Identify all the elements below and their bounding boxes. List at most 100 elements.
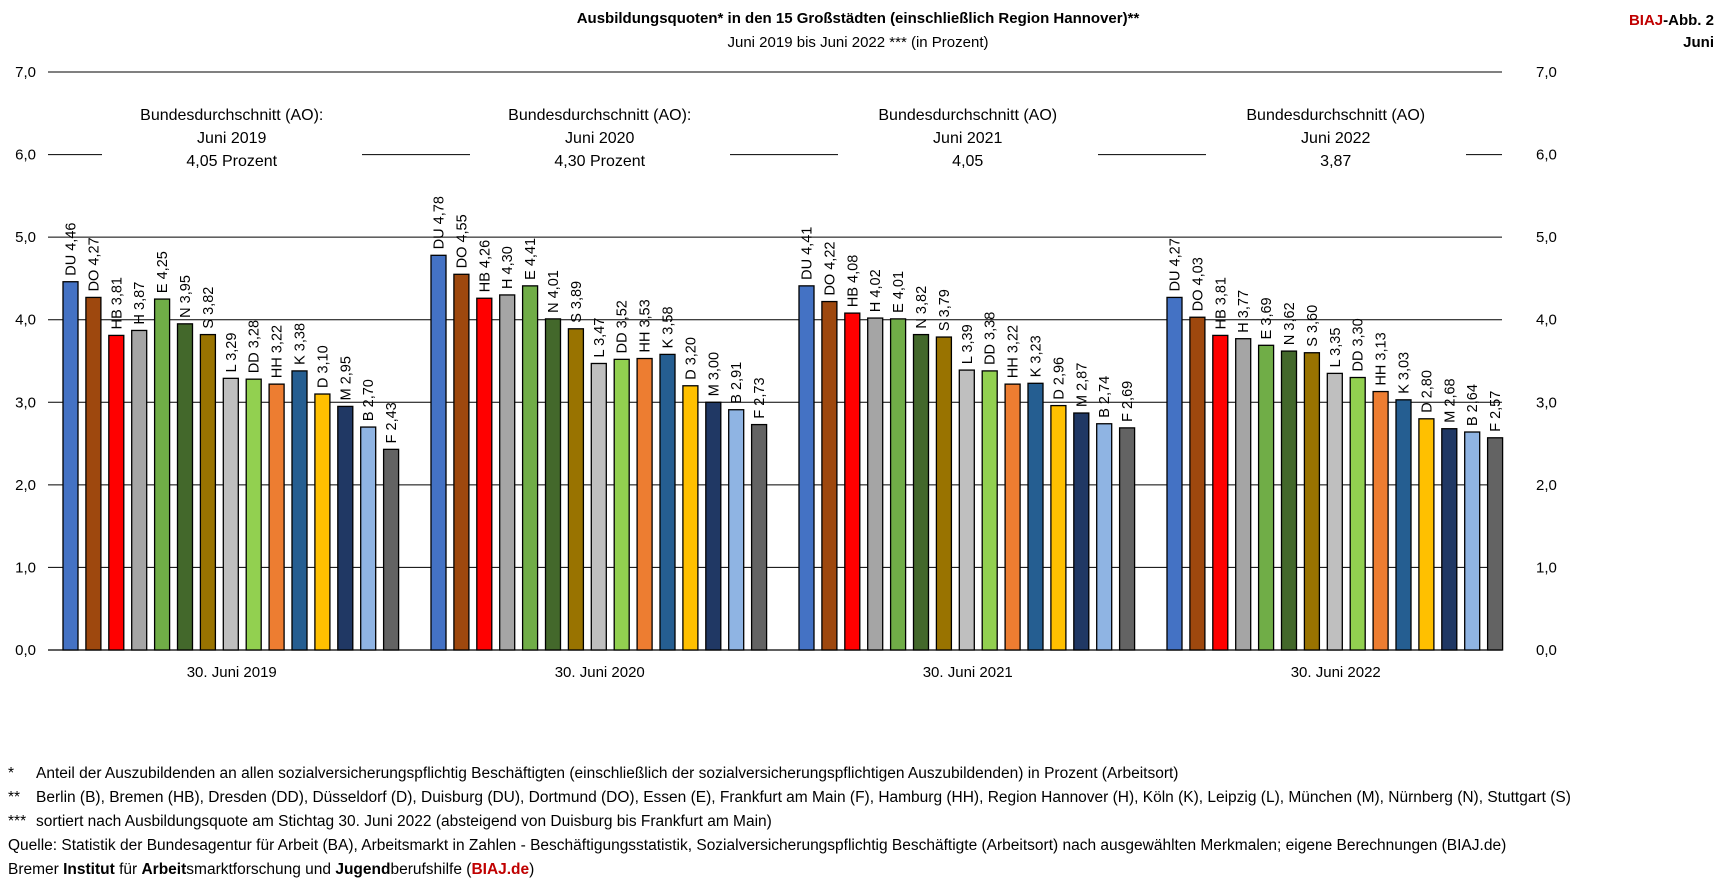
bar-n xyxy=(544,318,562,651)
data-label-b: B 2,64 xyxy=(1465,384,1481,426)
bar-m xyxy=(705,401,722,651)
bar-chart: 0,0 0,0 1,0 1,0 2,0 2,0 3,0 3,0 4,0 4,0 5,0 5,0 6,0 6… xyxy=(15,64,1557,681)
bar-b xyxy=(1464,431,1481,651)
data-label-h: H 4,02 xyxy=(868,269,884,312)
chart-subtitle: Juni 2019 bis Juni 2022 *** (in Prozent) xyxy=(727,34,989,51)
y-tick-label-left: 3,0 xyxy=(15,394,36,411)
data-label-d: D 3,10 xyxy=(315,345,331,388)
data-label-do: DO 4,55 xyxy=(454,214,470,268)
data-label-do: DO 4,27 xyxy=(86,237,102,291)
bar-l xyxy=(590,362,607,651)
y-tick-label-right: 7,0 xyxy=(1536,64,1557,81)
inst-part: smarktforschung und xyxy=(186,861,336,878)
footnote-1: * Anteil der Auszubildenden an allen sozi… xyxy=(8,762,1571,786)
data-label-h: H 3,77 xyxy=(1236,290,1252,333)
y-tick-label-left: 7,0 xyxy=(15,64,36,81)
inst-part: Institut xyxy=(63,861,115,878)
bar-do xyxy=(1189,316,1206,651)
data-label-h: H 3,87 xyxy=(132,282,148,325)
average-annotation-line: 4,05 Prozent xyxy=(186,153,278,170)
source-line: Quelle: Statistik der Bundesagentur für … xyxy=(8,837,1507,854)
category-label: 30. Juni 2019 xyxy=(187,664,277,681)
bar-n xyxy=(912,333,930,651)
footnotes: * Anteil der Auszubildenden an allen sozi… xyxy=(8,762,1571,882)
data-label-hh: HH 3,22 xyxy=(270,325,286,378)
bar-s xyxy=(199,333,217,651)
data-label-e: E 4,25 xyxy=(155,251,171,293)
bar-du xyxy=(62,281,79,651)
data-label-h: H 4,30 xyxy=(500,246,516,289)
data-label-s: S 3,89 xyxy=(569,281,585,323)
bar-e xyxy=(521,285,539,651)
bar-hh xyxy=(636,357,653,651)
bar-dd xyxy=(613,358,630,651)
data-label-du: DU 4,27 xyxy=(1168,238,1184,291)
average-annotation: Bundesdurchschnitt (AO): Juni 2019 4,05 Pr… xyxy=(101,104,362,173)
average-annotation-line: 4,05 xyxy=(952,153,984,170)
data-label-f: F 2,57 xyxy=(1488,391,1504,432)
y-tick-label-left: 4,0 xyxy=(15,312,36,329)
bar-m xyxy=(1441,428,1458,651)
bar-dd xyxy=(981,370,998,651)
bar-k xyxy=(1027,382,1044,651)
bar-s xyxy=(1303,352,1321,651)
bar-du xyxy=(1166,296,1183,651)
y-tick-label-right: 5,0 xyxy=(1536,229,1557,246)
average-annotation: Bundesdurchschnitt (AO): Juni 2020 4,30 Pr… xyxy=(469,104,730,173)
bar-d xyxy=(682,385,699,651)
y-tick-label-right: 2,0 xyxy=(1536,477,1557,494)
footnote-2-text: Berlin (B), Bremen (HB), Dresden (DD), D… xyxy=(36,789,1571,806)
data-label-d: D 3,20 xyxy=(683,337,699,380)
footnote-1-text: Anteil der Auszubildenden an allen sozia… xyxy=(36,765,1179,782)
institute-line: Bremer Institut für Arbeitsmarktforschun… xyxy=(8,858,1571,882)
data-label-m: M 2,95 xyxy=(338,356,354,400)
data-label-hb: HB 4,26 xyxy=(477,240,493,292)
bar-dd xyxy=(245,378,262,651)
y-tick-label-left: 6,0 xyxy=(15,147,36,164)
brand-label: BIAJ-Abb. 2 Juni xyxy=(1629,10,1714,54)
bar-b xyxy=(728,409,745,651)
data-label-e: E 4,41 xyxy=(523,238,539,280)
data-label-k: K 3,23 xyxy=(1029,335,1045,377)
data-label-do: DO 4,22 xyxy=(822,242,838,296)
bar-f xyxy=(750,423,768,651)
bar-hb xyxy=(844,312,861,651)
data-label-b: B 2,91 xyxy=(729,362,745,404)
bar-b xyxy=(1096,423,1113,651)
average-annotation-line: Bundesdurchschnitt (AO) xyxy=(878,107,1058,124)
data-label-du: DU 4,46 xyxy=(64,223,80,276)
bar-m xyxy=(1073,412,1090,651)
data-label-do: DO 4,03 xyxy=(1190,257,1206,311)
category-label: 30. Juni 2022 xyxy=(1291,664,1381,681)
data-label-dd: DD 3,30 xyxy=(1351,318,1367,371)
data-label-hh: HH 3,53 xyxy=(638,299,654,352)
bar-d xyxy=(1418,418,1435,651)
data-label-d: D 2,96 xyxy=(1051,357,1067,400)
brand-rest: -Abb. 2 xyxy=(1663,12,1714,29)
data-label-m: M 3,00 xyxy=(706,352,722,396)
data-label-m: M 2,68 xyxy=(1442,378,1458,422)
average-annotation-line: 3,87 xyxy=(1320,153,1352,170)
bar-l xyxy=(222,377,239,651)
data-label-k: K 3,03 xyxy=(1397,352,1413,394)
inst-part: für xyxy=(114,861,142,878)
footnote-2-mark: ** xyxy=(8,789,21,806)
data-label-du: DU 4,78 xyxy=(432,196,448,249)
bar-n xyxy=(1280,350,1298,651)
data-label-l: L 3,35 xyxy=(1328,328,1344,368)
bar-f xyxy=(1118,427,1136,651)
bar-s xyxy=(567,328,585,651)
data-label-b: B 2,70 xyxy=(361,379,377,421)
bar-d xyxy=(314,393,331,651)
average-annotation-line: Juni 2020 xyxy=(565,130,635,147)
data-label-b: B 2,74 xyxy=(1097,376,1113,418)
footnote-3-text: sortiert nach Ausbildungsquote am Sticht… xyxy=(36,813,772,830)
footnote-2: ** Berlin (B), Bremen (HB), Dresden (DD),… xyxy=(8,786,1571,810)
bar-m xyxy=(337,405,354,651)
bar-e xyxy=(153,298,171,651)
bar-do xyxy=(453,273,470,651)
bar-hh xyxy=(268,383,285,651)
inst-part: Arbeit xyxy=(141,861,187,878)
y-tick-label-left: 1,0 xyxy=(15,559,36,576)
bar-hh xyxy=(1004,383,1021,651)
